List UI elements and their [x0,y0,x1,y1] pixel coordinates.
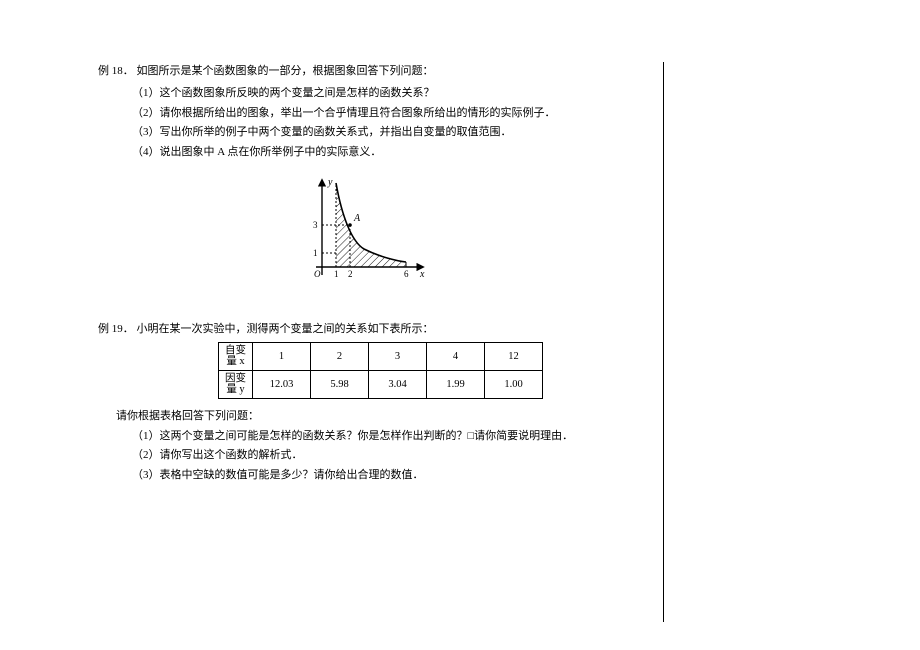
y-label-line2: 量 y [226,384,244,395]
xtick-2: 2 [348,269,353,279]
xtick-6: 6 [404,269,409,279]
point-a-label: A [353,213,361,224]
table-cell: 4 [427,342,485,370]
x-label-line2: 量 x [226,356,244,367]
example-18-header: 例 18． 如图所示是某个函数图象的一部分，根据图象回答下列问题： [98,62,633,82]
example-18-label: 例 18． [98,65,134,77]
example-19-q3: （3）表格中空缺的数值可能是多少？请你给出合理的数值． [98,466,633,486]
example-18-q1: （1）这个函数图象所反映的两个变量之间是怎样的函数关系？ [98,84,633,104]
table-row: 自变 量 x 1 2 3 4 12 [219,342,543,370]
origin-label: O [314,269,321,279]
example-19-intro: 小明在某一次实验中，测得两个变量之间的关系如下表所示： [137,323,434,335]
table-cell: 12 [485,342,543,370]
x-axis-label: x [419,269,425,280]
example-18-q2: （2）请你根据所给出的图象，举出一个合乎情理且符合图象所给出的情形的实际例子． [98,104,633,124]
table-cell: 5.98 [311,370,369,398]
example-19-post-intro: 请你根据表格回答下列问题： [98,407,633,427]
table-cell: 3 [369,342,427,370]
example-19-q1: （1）这两个变量之间可能是怎样的函数关系？你是怎样作出判断的？□请你简要说明理由… [98,427,633,447]
example-18-intro: 如图所示是某个函数图象的一部分，根据图象回答下列问题： [137,65,434,77]
example-19-q2: （2）请你写出这个函数的解析式． [98,446,633,466]
example-18-q4: （4）说出图象中 A 点在你所举例子中的实际意义． [98,143,633,163]
point-a-marker [348,223,352,227]
figure-container: y x A O 1 2 6 1 3 [98,177,633,290]
data-table-wrap: 自变 量 x 1 2 3 4 12 因变 量 y 12.03 5.98 [98,342,633,399]
table-cell: 12.03 [253,370,311,398]
x-label-line1: 自变 [225,345,246,356]
y-axis-label: y [327,177,333,188]
data-table: 自变 量 x 1 2 3 4 12 因变 量 y 12.03 5.98 [218,342,543,399]
hyperbola-figure: y x A O 1 2 6 1 3 [302,177,430,287]
example-18-q3: （3）写出你所举的例子中两个变量的函数关系式，并指出自变量的取值范围． [98,123,633,143]
xtick-1: 1 [334,269,339,279]
ytick-3: 3 [313,220,318,230]
y-label-line1: 因变 [225,373,246,384]
table-row: 因变 量 y 12.03 5.98 3.04 1.99 1.00 [219,370,543,398]
table-cell: 3.04 [369,370,427,398]
ytick-1: 1 [313,248,318,258]
table-cell: 1.99 [427,370,485,398]
table-cell: 1 [253,342,311,370]
example-19-header: 例 19． 小明在某一次实验中，测得两个变量之间的关系如下表所示： [98,320,633,340]
table-cell: 1.00 [485,370,543,398]
example-19-label: 例 19． [98,323,134,335]
table-cell: 2 [311,342,369,370]
